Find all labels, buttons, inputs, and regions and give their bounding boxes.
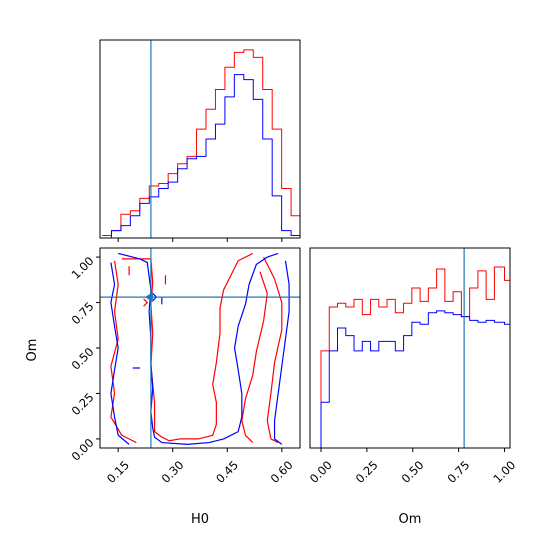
blue-histogram-line (102, 74, 301, 239)
red-contour (121, 252, 253, 442)
x-tick-label: 0.30 (159, 458, 187, 486)
h0-histogram-frame (99, 39, 301, 239)
blue-contour (273, 260, 290, 445)
contour-x-tick-labels: 0.15 0.30 0.45 0.60 (104, 458, 296, 486)
red-histogram-line (102, 49, 301, 237)
y-tick-label: 0.00 (69, 436, 97, 464)
om-histogram-panel: 0.00 0.25 0.50 0.75 1.00 Om (307, 247, 518, 527)
y-tick-label: 0.50 (69, 345, 97, 373)
y-tick-label: 0.25 (69, 390, 97, 418)
y-tick-label: 1.00 (69, 254, 97, 282)
h0-om-contours (110, 252, 290, 445)
x-tick-label: 0.50 (399, 458, 427, 486)
om-x-tick-labels: 0.00 0.25 0.50 0.75 1.00 (307, 458, 518, 486)
contour-frame (99, 247, 301, 449)
red-histogram-line (310, 266, 511, 449)
h0-histogram-panel (99, 39, 301, 242)
om-histogram-ticks (320, 448, 505, 452)
blue-contour (118, 252, 279, 445)
x-tick-label: 0.00 (307, 458, 335, 486)
x-tick-label: 0.15 (104, 458, 132, 486)
x-axis-label-om: Om (399, 512, 422, 527)
red-contour (241, 271, 268, 443)
h0-om-contour-panel: 0.15 0.30 0.45 0.60 0.00 0.25 0.50 0.75 … (25, 247, 301, 527)
contour-y-tick-labels: 0.00 0.25 0.50 0.75 1.00 (69, 254, 97, 464)
om-histogram-series (310, 266, 511, 449)
om-histogram-frame (309, 247, 511, 449)
truth-marker (144, 292, 153, 303)
y-tick-label: 0.75 (69, 299, 97, 327)
x-axis-label-h0: H0 (191, 512, 209, 527)
red-contour (143, 298, 148, 307)
x-tick-label: 0.45 (213, 458, 241, 486)
h0-histogram-ticks (117, 238, 283, 242)
red-contour (110, 260, 137, 444)
x-tick-label: 0.60 (268, 458, 296, 486)
x-tick-label: 1.00 (490, 458, 518, 486)
blue-histogram-line (310, 310, 511, 449)
x-tick-label: 0.75 (444, 458, 472, 486)
x-tick-label: 0.25 (353, 458, 381, 486)
red-contour (263, 256, 283, 444)
contour-ticks (96, 256, 283, 452)
y-axis-label-om: Om (25, 339, 40, 362)
h0-histogram-series (102, 49, 301, 239)
blue-contour (110, 262, 130, 445)
